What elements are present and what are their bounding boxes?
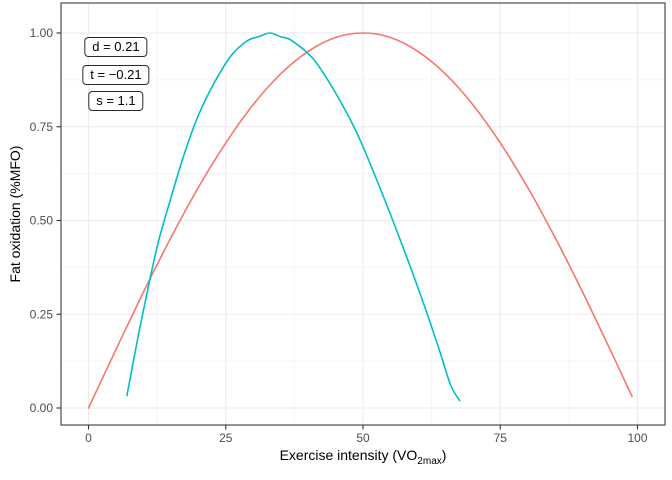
x-tick-label: 25 (219, 431, 233, 445)
y-tick-label: 0.25 (30, 307, 54, 321)
param-label-t: t = −0.21 (82, 64, 150, 85)
major-gridlines (61, 3, 665, 425)
param-label-s: s = 1.1 (88, 91, 144, 112)
curve-shifted-dilated-curve (126, 32, 461, 402)
x-axis-title-close: ) (441, 447, 447, 463)
x-tick-label: 50 (356, 431, 370, 445)
param-label-d: d = 0.21 (84, 36, 148, 57)
y-tick-label: 0.50 (30, 214, 54, 228)
x-tick-label: 0 (85, 431, 92, 445)
y-tick-label: 1.00 (30, 26, 54, 40)
x-axis-title-subscript: 2max (417, 456, 442, 467)
x-axis-title: Exercise intensity (VO2max) (280, 447, 447, 467)
x-tick-label: 75 (494, 431, 508, 445)
y-tick-label: 0.00 (30, 401, 54, 415)
axis-tick-marks (56, 32, 639, 430)
x-tick-label: 100 (627, 431, 647, 445)
y-tick-label: 0.75 (30, 120, 54, 134)
axis-tick-labels: 0 25 50 75 100 0.00 0.25 0.50 0.75 1.00 (30, 26, 648, 445)
x-axis-title-main: Exercise intensity (VO (279, 447, 418, 463)
y-axis-title: Fat oxidation (%MFO) (7, 145, 23, 283)
data-curves (87, 32, 633, 409)
curve-reference-sine-curve (87, 32, 633, 409)
